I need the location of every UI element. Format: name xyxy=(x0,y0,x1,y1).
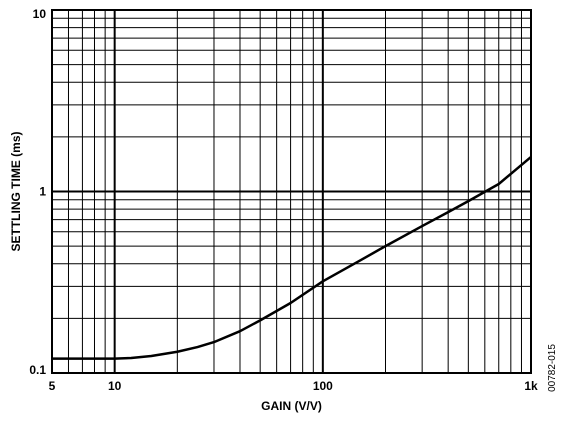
x-tick-labels: 5 10 100 1k xyxy=(49,379,538,393)
x-axis-title: GAIN (V/V) xyxy=(261,399,322,413)
x-tick-label: 10 xyxy=(108,379,122,393)
x-tick-label: 1k xyxy=(524,379,538,393)
settling-time-curve xyxy=(52,155,532,360)
y-tick-label: 10 xyxy=(33,7,47,21)
y-tick-label: 0.1 xyxy=(29,363,46,377)
y-axis-title: SETTLING TIME (ms) xyxy=(9,131,23,251)
y-tick-labels: 0.1 1 10 xyxy=(29,7,46,377)
x-tick-label: 100 xyxy=(313,379,333,393)
plot-frame xyxy=(51,9,532,374)
figure-code: 00782-015 xyxy=(547,344,558,392)
x-tick-label: 5 xyxy=(49,379,56,393)
grid xyxy=(52,10,531,373)
series-group xyxy=(52,155,532,360)
y-tick-label: 1 xyxy=(39,185,46,199)
